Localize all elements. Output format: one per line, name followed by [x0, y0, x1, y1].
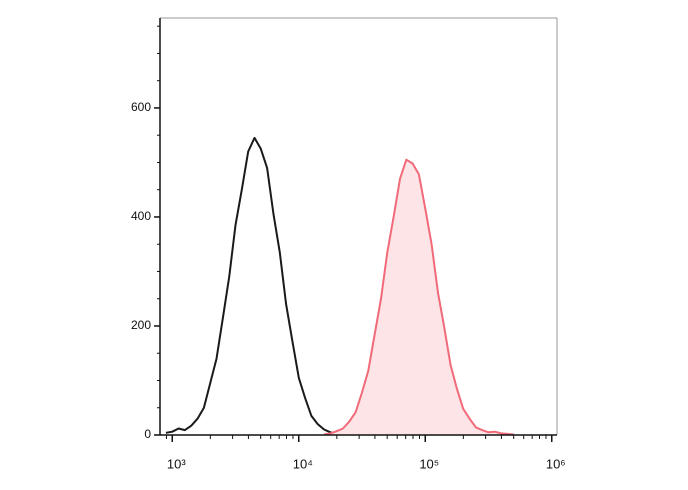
x-tick-label: 10⁵	[419, 456, 439, 471]
x-tick-label: 10⁶	[546, 456, 566, 471]
y-tick-label: 400	[131, 209, 151, 223]
histogram-line	[323, 158, 514, 436]
x-tick-label: 10³	[167, 456, 186, 471]
x-tick-label: 10⁴	[293, 456, 313, 471]
y-tick-label: 600	[131, 100, 151, 114]
histogram-area	[324, 159, 514, 435]
y-tick-label: 0	[144, 427, 151, 441]
histogram-line	[165, 136, 337, 435]
y-tick-label: 200	[131, 318, 151, 332]
